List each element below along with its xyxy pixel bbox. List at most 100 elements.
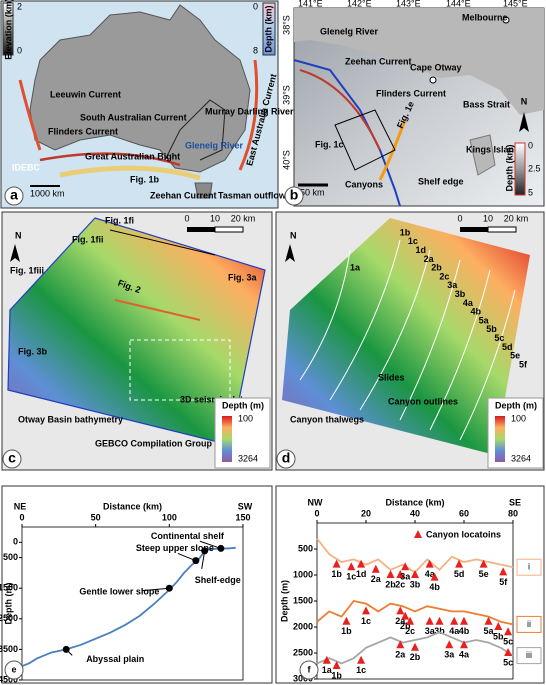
panel-a: Elevation (km) 2 0 Depth (km) 0 8 Leeuwi… (0, 0, 294, 209)
lon-label: 142°E (347, 0, 372, 8)
colorbar-tick: 8 (253, 45, 258, 55)
map-label: Murray Darling River (205, 106, 294, 116)
y-axis-title: Depth (m) (279, 580, 289, 622)
canyon-label: 1b (331, 569, 342, 579)
canyon-label: 2c (439, 271, 449, 281)
lon-label: 141°E (298, 0, 323, 8)
fig2-line (114, 299, 201, 321)
map-label: Flinders Current (48, 126, 118, 136)
canyon-marker (401, 562, 410, 571)
canyon-label: 3b (410, 579, 421, 589)
map-label: Great Australian Bight (85, 151, 180, 161)
colorbar-title: Depth (m) (222, 400, 264, 410)
lon-label: 145°E (503, 0, 528, 8)
scale-tick: 10 (210, 213, 220, 223)
profile-line (21, 546, 236, 668)
map-label: GEBCO Compilation Group (2022) (95, 438, 241, 448)
x-axis-title: Distance (km) (385, 497, 444, 507)
series-label: i (528, 562, 530, 572)
canyon-marker (435, 616, 444, 625)
canyon-marker (332, 559, 341, 568)
y-tick-label: 0 (13, 537, 18, 547)
canyon-marker (322, 655, 331, 664)
map-label: Otway Basin bathymetry (18, 414, 123, 424)
city (502, 16, 510, 24)
canyon-label: 2a (395, 616, 406, 626)
axis-end-label: NW (308, 497, 323, 507)
canyon-label: 1b (341, 626, 352, 636)
y-tick-label: -4500 (0, 674, 18, 684)
axis-end-label: NE (14, 501, 27, 511)
x-tick-label: 100 (162, 512, 177, 522)
axis-end-label: SW (238, 501, 253, 511)
canyon-label: 1a (322, 665, 333, 675)
panel-label: e (11, 664, 16, 674)
canyon-marker (357, 559, 366, 568)
canyon-marker (445, 640, 454, 649)
canyon-label: 2b (410, 652, 421, 662)
canyon-marker (396, 640, 405, 649)
map-label: Fig. 1b (130, 174, 160, 184)
annotation: Shelf-edge (195, 575, 241, 585)
annotation-leader (177, 552, 197, 562)
scale-tick: 0 (457, 213, 462, 223)
north-arrow: N (521, 96, 528, 106)
colorbar-title: Depth (km) (263, 5, 273, 52)
panel-label: c (8, 450, 16, 466)
elevation-colorbar (2, 2, 14, 56)
flinders-arrow (378, 119, 407, 181)
canyon-label: 2a (371, 574, 382, 584)
y-tick-label: 500 (3, 552, 18, 562)
x-tick-label: 60 (459, 508, 469, 518)
scale-tick: 0 (184, 213, 189, 223)
y-tick-label: 1000 (293, 569, 313, 579)
canyon-label: 1d (356, 569, 367, 579)
panel-label: b (290, 187, 299, 203)
map-label: Fig. 1fii (72, 234, 104, 244)
canyon-marker (504, 648, 513, 656)
y-tick-label: 2000 (293, 621, 313, 631)
profile-line (316, 600, 514, 626)
y-tick-label: 3500 (0, 644, 18, 654)
canyon-marker (460, 640, 468, 649)
canyon-label: 1c (361, 616, 371, 626)
annotation: Continental shelf (151, 531, 225, 541)
scale-tick: 20 km (231, 213, 256, 223)
scale-bar (214, 226, 244, 233)
canyon-label: 2c (405, 626, 415, 636)
colorbar-title: Depth (km) (504, 144, 514, 191)
canyon-marker (357, 655, 366, 664)
scale-tick: 10 (483, 213, 493, 223)
annotation-leader (201, 550, 206, 569)
canyon-label: 4a (425, 569, 436, 579)
canyon-marker (411, 570, 419, 578)
panel-c: N 0 10 20 km Fig. 1fi Fig. 1fii Fig. 1fi… (1, 211, 273, 471)
lat-label: 40°S (281, 150, 291, 170)
scale-label: 1000 km (30, 188, 65, 198)
x-axis-title: Distance (km) (103, 501, 162, 511)
annotation: Gentle lower slope (79, 587, 159, 597)
x-tick-label: 50 (91, 512, 101, 522)
scale-tick: 20 km (504, 213, 529, 223)
panel-badge (2, 449, 22, 469)
fig1c-box (334, 109, 396, 171)
x-tick-label: 0 (19, 512, 24, 522)
annotation-leader (199, 540, 222, 549)
canyon-marker (460, 616, 468, 625)
map-label: Glenelg River (185, 140, 244, 150)
series-label-box (516, 558, 542, 576)
panel-f-frame (275, 485, 545, 684)
canyon-label: 3a (444, 650, 455, 660)
map-label: South Australian Current (80, 112, 187, 122)
canyon-label: 2b (400, 621, 411, 631)
lat-label: 38°S (281, 15, 291, 35)
flinders-arrow (39, 152, 181, 167)
canyon-label: 5c (494, 333, 504, 343)
y-tick-label: 2500 (0, 613, 18, 623)
annotation: Abyssal plain (86, 654, 144, 664)
map-label: Shelf edge (418, 176, 464, 186)
map-label: Glenelg River (320, 26, 379, 36)
canyon-marker (484, 616, 493, 625)
scale-bar (487, 226, 517, 233)
